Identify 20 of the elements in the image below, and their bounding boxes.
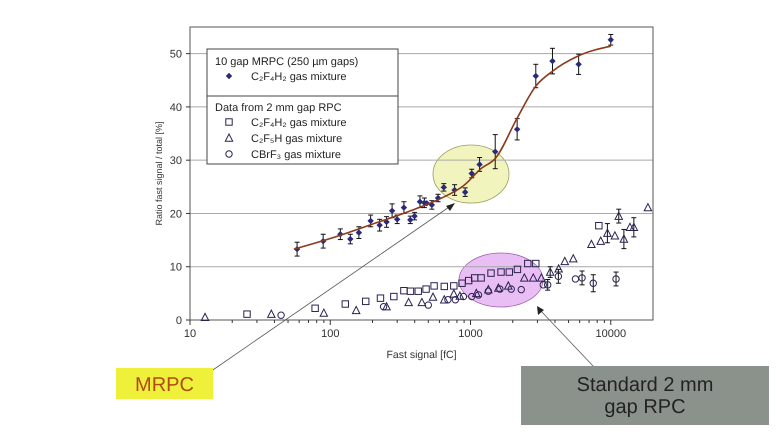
x-tick-label: 1000	[458, 328, 483, 340]
y-tick-label: 20	[170, 208, 182, 220]
text: Standard 2 mm gap RPC	[576, 374, 714, 418]
y-tick-label: 50	[170, 48, 182, 60]
legend-label: CBrF₃ gas mixture	[251, 148, 342, 161]
y-tick-label: 0	[176, 314, 182, 327]
x-tick-label: 100	[321, 328, 340, 340]
y-tick-label: 30	[170, 155, 182, 168]
text: MRPC	[135, 374, 194, 396]
x-axis-title: Fast signal [fC]	[386, 349, 457, 361]
x-tick-label: 10	[184, 328, 196, 340]
legend-label: C₂F₄H₂ gas mixture	[251, 116, 347, 129]
annotation: Data from 2 mm gap RPC	[215, 102, 342, 114]
legend-title: 10 gap MRPC (250 µm gaps)	[215, 56, 358, 68]
y-tick-label: 40	[170, 102, 182, 114]
x-tick-label: 10000	[595, 328, 626, 340]
legend-label: C₂F₄H₂ gas mixture	[251, 70, 347, 83]
y-tick-label: 10	[170, 262, 182, 274]
legend-label: C₂F₅H gas mixture	[251, 132, 342, 145]
y-axis-title: Ratio fast signal / total [%]	[154, 121, 164, 226]
